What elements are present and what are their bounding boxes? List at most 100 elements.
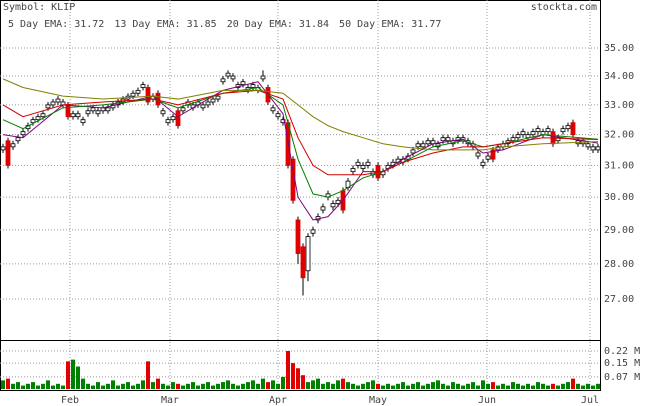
volume-bar xyxy=(366,382,370,389)
candle-body xyxy=(560,128,566,133)
candle-body xyxy=(545,128,551,133)
candle-body xyxy=(105,107,111,112)
volume-bar xyxy=(106,383,110,389)
candle-body xyxy=(15,137,21,142)
legend-entry: 50 Day EMA: 31.77 xyxy=(339,19,441,30)
candle-body xyxy=(320,206,326,211)
volume-bar xyxy=(31,382,35,389)
legend-entry: 13 Day EMA: 31.85 xyxy=(114,19,216,30)
volume-bar xyxy=(86,383,90,389)
volume-bar xyxy=(211,385,215,389)
volume-tick-label: 0.07 M xyxy=(604,372,640,383)
candle-body xyxy=(215,95,221,100)
volume-bar xyxy=(426,383,430,389)
volume-bar xyxy=(226,380,230,389)
candle-body xyxy=(360,164,366,169)
volume-bar xyxy=(126,382,130,389)
volume-bar xyxy=(566,382,570,389)
volume-bar xyxy=(216,383,220,389)
volume-bar xyxy=(421,385,425,389)
volume-bar xyxy=(236,385,240,389)
candle-body xyxy=(490,149,496,160)
candle-body xyxy=(595,146,601,151)
volume-bar xyxy=(346,382,350,389)
ema-line xyxy=(2,86,599,198)
candle-body xyxy=(305,236,311,272)
candle-body xyxy=(365,161,371,166)
volume-bar xyxy=(451,382,455,389)
candle-body xyxy=(335,199,341,204)
volume-bar xyxy=(436,380,440,389)
volume-bar xyxy=(156,378,160,389)
volume-bar xyxy=(446,385,450,389)
y-tick-label: 34.00 xyxy=(604,71,634,82)
volume-bar xyxy=(576,383,580,389)
volume-bar xyxy=(331,383,335,389)
frame xyxy=(0,0,601,391)
candle-body xyxy=(40,113,46,118)
volume-bar xyxy=(501,383,505,389)
volume-bar xyxy=(541,383,545,389)
candle-body xyxy=(425,140,431,145)
volume-bar xyxy=(231,383,235,389)
volume-bar xyxy=(251,380,255,389)
volume-bar xyxy=(221,382,225,389)
x-tick-label: Jul xyxy=(581,395,599,406)
candle-body xyxy=(135,89,141,94)
y-tick-label: 27.00 xyxy=(604,294,634,305)
volume-bar xyxy=(166,385,170,389)
volume-bar xyxy=(266,382,270,389)
volume-bar xyxy=(186,383,190,389)
candle-body xyxy=(585,143,591,148)
volume-bar xyxy=(61,385,65,389)
volume-bar xyxy=(16,382,20,389)
volume-bar xyxy=(496,385,500,389)
volume-bar xyxy=(261,378,265,389)
volume-bar xyxy=(401,382,405,389)
candle-body xyxy=(510,137,516,142)
volume-bar xyxy=(306,382,310,389)
x-tick-label: Jun xyxy=(478,395,496,406)
candle-body xyxy=(475,152,481,157)
volume-bar xyxy=(406,385,410,389)
volume-bar xyxy=(466,383,470,389)
candle-body xyxy=(90,107,96,112)
volume-bar xyxy=(146,361,150,389)
volume-bar xyxy=(121,383,125,389)
candle-body xyxy=(0,146,6,151)
volume-bar xyxy=(256,383,260,389)
y-tick-label: 35.00 xyxy=(604,43,634,54)
candle-body xyxy=(350,168,356,173)
volume-bar xyxy=(356,385,360,389)
candle-body xyxy=(45,104,51,109)
candle-body xyxy=(420,143,426,148)
y-tick-label: 31.00 xyxy=(604,160,634,171)
candle-body xyxy=(140,84,146,88)
volume-bar xyxy=(286,350,290,389)
candle-body xyxy=(520,131,526,136)
volume-bar xyxy=(136,383,140,389)
candle-body xyxy=(225,72,231,77)
volume-bar xyxy=(506,385,510,389)
volume-bar xyxy=(66,361,70,389)
volume-bar xyxy=(311,380,315,389)
candle-body xyxy=(310,229,316,234)
volume-bar xyxy=(71,359,75,389)
volume-bar xyxy=(56,383,60,389)
candle-body xyxy=(170,116,176,121)
volume-bar xyxy=(416,382,420,389)
volume-bar xyxy=(196,385,200,389)
volume-bar xyxy=(206,382,210,389)
volume-tick-label: 0.22 M xyxy=(604,346,640,357)
volume-bar xyxy=(276,383,280,389)
volume-bar xyxy=(326,382,330,389)
volume-bar xyxy=(36,385,40,389)
volume-bar xyxy=(341,378,345,389)
candle-body xyxy=(230,75,236,80)
candle-body xyxy=(535,128,541,133)
volume-bar xyxy=(1,380,5,389)
volume-bar xyxy=(486,383,490,389)
volume-bar xyxy=(471,382,475,389)
y-tick-label: 32.00 xyxy=(604,130,634,141)
volume-bar xyxy=(351,383,355,389)
